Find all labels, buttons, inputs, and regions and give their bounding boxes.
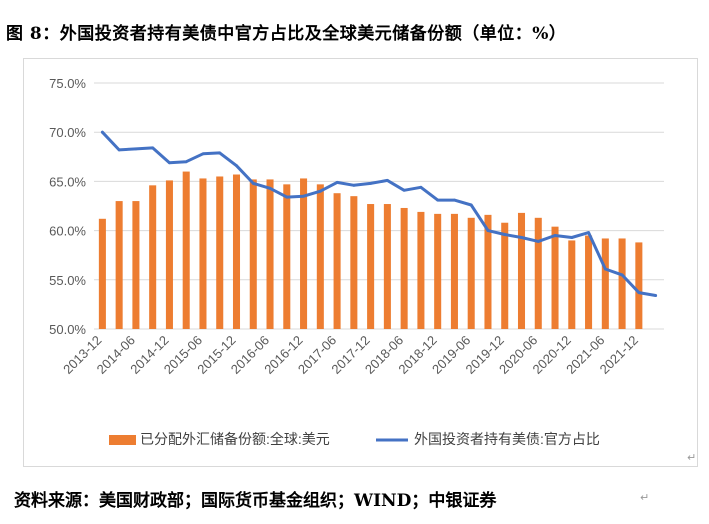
line-point bbox=[654, 294, 658, 297]
y-tick-label: 60.0% bbox=[49, 224, 86, 239]
bar bbox=[300, 178, 308, 329]
line-point bbox=[570, 236, 574, 239]
bar bbox=[400, 207, 408, 329]
legend-label-line: 外国投资者持有美债:官方占比 bbox=[414, 431, 600, 447]
line-point bbox=[235, 164, 238, 168]
line-point bbox=[536, 240, 540, 243]
bar bbox=[534, 217, 542, 329]
line-point bbox=[352, 183, 356, 187]
bar bbox=[467, 217, 475, 329]
line-point bbox=[335, 180, 339, 184]
line-point bbox=[486, 229, 490, 233]
line-point bbox=[100, 130, 104, 134]
line-point bbox=[251, 181, 255, 185]
line-point bbox=[469, 203, 473, 207]
line-point bbox=[117, 148, 121, 152]
line-point bbox=[553, 234, 557, 237]
bar bbox=[115, 201, 123, 329]
bar bbox=[618, 238, 626, 329]
bar bbox=[182, 171, 190, 329]
line-point bbox=[369, 181, 373, 185]
y-tick-label: 55.0% bbox=[49, 273, 86, 288]
figure-title: 图 8：外国投资者持有美债中官方占比及全球美元储备份额（单位：%） bbox=[6, 24, 567, 44]
line-point bbox=[402, 188, 406, 192]
line-point bbox=[419, 185, 423, 189]
line-point bbox=[436, 198, 440, 202]
line-point bbox=[218, 151, 222, 155]
line-point bbox=[587, 231, 590, 234]
bar bbox=[367, 204, 375, 329]
bar bbox=[165, 180, 173, 329]
bar bbox=[501, 222, 509, 329]
bar bbox=[383, 204, 391, 329]
bar bbox=[333, 193, 341, 329]
line-point bbox=[318, 189, 322, 193]
source-note: 资料来源：美国财政部；国际货币基金组织；WIND；中银证券 bbox=[14, 491, 497, 511]
bar bbox=[601, 238, 609, 329]
bar bbox=[517, 212, 526, 329]
bar bbox=[216, 176, 224, 329]
line-point bbox=[385, 179, 389, 182]
line-point bbox=[201, 152, 205, 156]
line-point bbox=[637, 291, 641, 294]
line-point bbox=[134, 147, 138, 151]
bar bbox=[283, 184, 291, 329]
line-point bbox=[151, 146, 155, 150]
bar bbox=[132, 201, 140, 329]
bar bbox=[249, 179, 257, 329]
bar bbox=[434, 213, 442, 329]
bar bbox=[350, 196, 358, 329]
series-line bbox=[100, 130, 658, 297]
bar bbox=[199, 178, 207, 329]
paragraph-mark: ↵ bbox=[687, 451, 697, 464]
bar bbox=[585, 235, 593, 329]
chart: 50.0%55.0%60.0%65.0%70.0%75.0%2013-12201… bbox=[49, 76, 664, 447]
line-point bbox=[620, 273, 624, 277]
line-point bbox=[453, 198, 456, 202]
line-point bbox=[168, 161, 171, 165]
y-tick-label: 50.0% bbox=[49, 322, 86, 337]
line-point bbox=[503, 233, 507, 236]
bar bbox=[266, 179, 274, 329]
line-point bbox=[184, 160, 188, 164]
chart-frame: 50.0% 55.0% 60.0% 65.0% 70.0% 75.0% 2013-12 201… bbox=[23, 58, 698, 467]
y-tick-label: 70.0% bbox=[49, 125, 86, 140]
paragraph-mark: ↵ bbox=[640, 491, 650, 504]
line-point bbox=[603, 267, 607, 271]
bar bbox=[635, 242, 643, 329]
bar bbox=[232, 174, 241, 329]
bar bbox=[568, 240, 576, 329]
bar bbox=[417, 211, 425, 329]
y-tick-label: 65.0% bbox=[49, 174, 86, 189]
legend-label-bar: 已分配外汇储备份额:全球:美元 bbox=[140, 431, 330, 447]
y-tick-label: 75.0% bbox=[49, 76, 86, 91]
bar bbox=[551, 226, 559, 329]
bar bbox=[98, 218, 106, 329]
line-point bbox=[285, 195, 289, 199]
bar bbox=[316, 184, 324, 329]
bar bbox=[484, 214, 492, 329]
line-point bbox=[268, 186, 272, 190]
line-point bbox=[302, 194, 305, 198]
legend-swatch-bar bbox=[109, 435, 136, 445]
bar bbox=[450, 213, 458, 329]
line-point bbox=[520, 236, 523, 239]
bar bbox=[149, 185, 157, 329]
